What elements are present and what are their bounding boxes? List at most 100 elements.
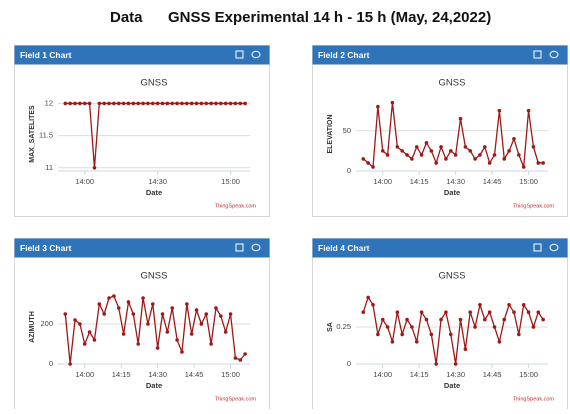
- credit: ThingSpeak.com: [215, 203, 257, 209]
- data-point: [126, 300, 131, 304]
- data-point: [468, 149, 473, 153]
- chart-title: GNSS: [141, 271, 168, 282]
- data-point: [439, 145, 443, 149]
- data-point: [219, 314, 223, 318]
- data-point: [502, 317, 507, 322]
- data-point: [507, 303, 511, 307]
- data-point: [517, 332, 521, 337]
- data-point: [73, 318, 77, 322]
- x-tick-label: 14:15: [112, 370, 131, 379]
- data-point: [414, 340, 419, 344]
- data-point: [92, 338, 97, 342]
- edit-icon: [533, 50, 542, 59]
- x-axis-label: Date: [444, 381, 460, 390]
- data-point: [507, 149, 511, 153]
- data-point: [453, 153, 458, 157]
- x-axis-label: Date: [146, 381, 162, 390]
- data-point: [180, 101, 184, 106]
- data-point: [536, 310, 541, 314]
- x-tick-label: 14:45: [185, 370, 204, 379]
- data-point: [228, 101, 233, 106]
- data-point: [361, 157, 366, 161]
- data-point: [116, 101, 121, 106]
- data-point: [400, 332, 404, 337]
- x-tick-label: 14:00: [75, 177, 94, 186]
- data-point: [175, 338, 179, 342]
- data-point: [463, 347, 468, 351]
- data-point: [448, 149, 453, 153]
- data-point: [458, 317, 463, 322]
- x-tick-label: 14:30: [148, 370, 167, 379]
- data-point: [376, 104, 380, 109]
- chart-panel: Field 3 Chart GNSS 0 200 14:00 14:15 14:30 14:4…: [14, 238, 270, 410]
- data-point: [238, 101, 243, 106]
- data-point: [243, 101, 247, 106]
- comment-icon: [251, 50, 261, 59]
- panel-title: Field 2 Chart: [318, 50, 370, 60]
- data-point: [521, 165, 526, 169]
- x-tick-label: 14:15: [410, 177, 429, 186]
- panel-title: Field 3 Chart: [20, 243, 72, 253]
- comment-icon: [549, 243, 559, 252]
- data-point: [541, 161, 545, 165]
- data-point: [526, 310, 531, 314]
- credit: ThingSpeak.com: [513, 396, 555, 402]
- data-point: [131, 312, 136, 316]
- data-point: [199, 322, 204, 326]
- chart-panel: Field 1 Chart GNSS 11 11.5 12 14:00 14:30 15:00…: [14, 45, 270, 217]
- data-point: [366, 161, 370, 165]
- data-point: [419, 310, 424, 314]
- data-point: [175, 101, 179, 106]
- panel-header: [14, 45, 270, 65]
- data-point: [429, 332, 434, 337]
- data-point: [214, 306, 218, 310]
- data-point: [78, 101, 82, 106]
- data-point: [160, 101, 165, 106]
- data-point: [107, 296, 111, 300]
- data-point: [214, 101, 218, 106]
- data-point: [395, 310, 400, 314]
- data-point: [536, 161, 541, 165]
- data-point: [390, 340, 395, 344]
- y-tick-label: 0: [49, 359, 53, 368]
- x-tick-label: 14:00: [75, 370, 94, 379]
- data-point: [439, 317, 443, 322]
- data-point: [116, 306, 121, 310]
- x-tick-label: 15:00: [221, 177, 240, 186]
- data-point: [97, 101, 102, 106]
- x-tick-label: 14:30: [148, 177, 167, 186]
- data-point: [63, 312, 68, 316]
- data-point: [87, 101, 92, 106]
- data-point: [155, 101, 160, 106]
- y-tick-label: 50: [343, 126, 351, 135]
- data-point: [521, 303, 526, 307]
- y-tick-label: 12: [45, 98, 53, 107]
- data-point: [150, 302, 155, 306]
- data-point: [223, 101, 228, 106]
- data-line: [64, 295, 246, 365]
- data-point: [223, 330, 228, 334]
- data-point: [82, 101, 87, 106]
- y-tick-label: 0: [347, 166, 351, 175]
- chart-panel: Field 2 Chart GNSS 0 50 14:00 14:15 14:30 14:45…: [312, 45, 568, 217]
- data-point: [185, 302, 189, 306]
- y-axis-label: AZIMUTH: [29, 311, 36, 343]
- data-point: [424, 317, 429, 322]
- data-point: [204, 312, 209, 316]
- data-point: [165, 330, 170, 334]
- data-point: [434, 362, 439, 366]
- chart-panel: Field 4 Chart GNSS 0 0.25 14:00 14:15 14:30 14:…: [312, 238, 568, 410]
- chart-title: GNSS: [439, 78, 466, 89]
- edit-icon: [533, 243, 542, 252]
- data-point: [150, 101, 155, 106]
- data-point: [458, 116, 463, 121]
- data-point: [68, 101, 72, 106]
- data-point: [112, 101, 116, 106]
- data-point: [414, 145, 419, 149]
- data-point: [170, 306, 175, 310]
- data-point: [502, 157, 507, 161]
- data-point: [453, 362, 458, 366]
- y-tick-label: 0: [347, 359, 351, 368]
- data-point: [395, 145, 400, 149]
